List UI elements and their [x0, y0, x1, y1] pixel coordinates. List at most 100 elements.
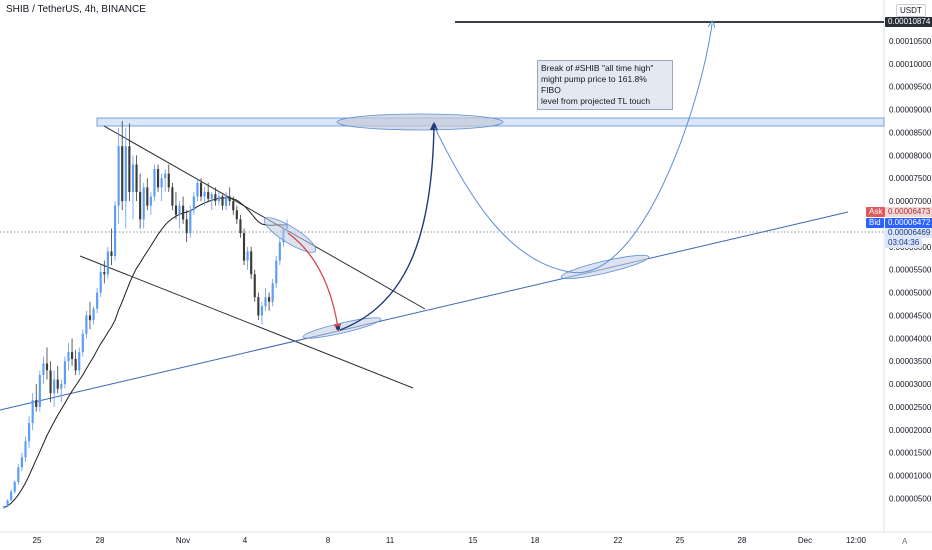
y-tick-label: 0.00007000: [889, 197, 932, 206]
candle-body: [42, 363, 45, 375]
x-tick-label: 25: [676, 536, 685, 545]
candle-body: [271, 283, 274, 302]
candle-body: [117, 146, 120, 206]
touch-ellipse-support[interactable]: [302, 314, 382, 342]
annotation-line-2: might pump price to 161.8% FIBO: [541, 74, 647, 95]
last-price-tag: 0.00006469: [885, 228, 932, 238]
candle-body: [257, 297, 260, 316]
candle-body: [153, 169, 156, 197]
candle-body: [253, 274, 256, 298]
candle-body: [182, 205, 185, 220]
candle-body: [106, 251, 109, 275]
candle-body: [207, 191, 210, 199]
x-tick-label: 8: [326, 536, 331, 545]
candle-body: [45, 363, 49, 371]
y-tick-label: 0.00003000: [889, 380, 932, 389]
candle-body: [131, 164, 135, 192]
path-node-high: [432, 124, 436, 128]
x-tick-label: 25: [33, 536, 42, 545]
candle-body: [178, 205, 181, 215]
x-tick-label: 11: [386, 536, 395, 545]
x-tick-label: 4: [243, 536, 248, 545]
y-tick-label: 0.00000500: [889, 494, 932, 503]
candle-body: [217, 196, 221, 202]
y-tick-label: 0.00010500: [889, 37, 932, 46]
candle-body: [171, 187, 174, 206]
candle-body: [103, 272, 106, 275]
y-tick-label: 0.00007500: [889, 174, 932, 183]
blue-projection-path[interactable]: [433, 24, 712, 274]
candle-body: [2, 506, 6, 508]
x-tick-labels: 25 28 Nov 4 8 11 15 18 22 25 28 Dec 12:00: [33, 536, 867, 545]
candle-body: [146, 187, 149, 206]
candle-body: [228, 196, 231, 202]
y-tick-label: 0.00003500: [889, 357, 932, 366]
y-tick-label: 0.00009500: [889, 83, 932, 92]
y-tick-label: 0.00009000: [889, 106, 932, 115]
candle-body: [160, 178, 163, 188]
candle-body: [156, 169, 160, 188]
candle-body: [214, 194, 217, 202]
candle-body: [56, 379, 59, 389]
candle-body: [124, 146, 127, 202]
ask-price-tag: 0.00006473: [885, 207, 932, 217]
candle-body: [28, 422, 31, 442]
candle-body: [210, 194, 213, 199]
candle-body: [189, 210, 192, 234]
y-tick-label: 0.00002500: [889, 403, 932, 412]
candle-body: [235, 210, 238, 220]
candle-body: [225, 196, 228, 206]
candle-body: [199, 182, 203, 197]
moving-average-line: [3, 197, 287, 509]
candle-body: [31, 400, 34, 423]
y-tick-label: 0.00001500: [889, 449, 932, 458]
descending-support-trendline[interactable]: [79, 255, 414, 389]
candle-body: [96, 292, 99, 309]
candle-body: [174, 205, 178, 215]
red-drop-arrow[interactable]: [287, 232, 342, 332]
candle-body: [192, 196, 195, 211]
candle-body: [92, 308, 95, 321]
symbol-title[interactable]: SHIB / TetherUS, 4h, BINANCE: [6, 4, 146, 15]
y-tick-label: 0.00004000: [889, 334, 932, 343]
path-node-low: [336, 326, 340, 330]
y-tick-label: 0.00008500: [889, 128, 932, 137]
candle-body: [185, 219, 188, 234]
auto-scale-button[interactable]: A: [902, 537, 908, 546]
x-tick-label: Dec: [798, 536, 812, 545]
candle-body: [13, 482, 16, 492]
candle-body: [260, 306, 263, 316]
x-tick-label: 28: [96, 536, 105, 545]
candle-body: [203, 191, 206, 197]
candle-body: [239, 219, 242, 234]
annotation-note[interactable]: Break of #SHIB "all time high" might pum…: [537, 60, 673, 110]
y-tick-label: 0.00010000: [889, 60, 932, 69]
candle-body: [142, 187, 145, 220]
ascending-support-trendline[interactable]: [0, 211, 849, 411]
navy-pump-arrow[interactable]: [339, 121, 439, 331]
ath-ellipse[interactable]: [336, 113, 504, 131]
candle-body: [78, 352, 81, 371]
x-tick-label: 12:00: [846, 536, 867, 545]
candle-body: [113, 205, 117, 256]
candle-body: [53, 379, 56, 394]
candle-body: [268, 297, 271, 302]
candle-body: [110, 251, 113, 256]
candle-body: [242, 233, 246, 261]
candle-body: [121, 146, 124, 202]
candle-body: [67, 352, 70, 362]
candle-body: [85, 315, 88, 334]
y-tick-label: 0.00005000: [889, 289, 932, 298]
candle-body: [10, 491, 13, 501]
price-axis-pane[interactable]: [884, 0, 932, 532]
y-tick-label: 0.00001000: [889, 472, 932, 481]
x-tick-label: 18: [531, 536, 540, 545]
descending-resistance-trendline[interactable]: [103, 125, 426, 310]
x-tick-label: 15: [469, 536, 478, 545]
candle-body: [221, 196, 224, 206]
candle-body: [128, 146, 131, 192]
projected-touch-ellipse[interactable]: [560, 251, 650, 283]
currency-badge[interactable]: USDT: [896, 4, 926, 17]
candle-body: [139, 191, 142, 220]
